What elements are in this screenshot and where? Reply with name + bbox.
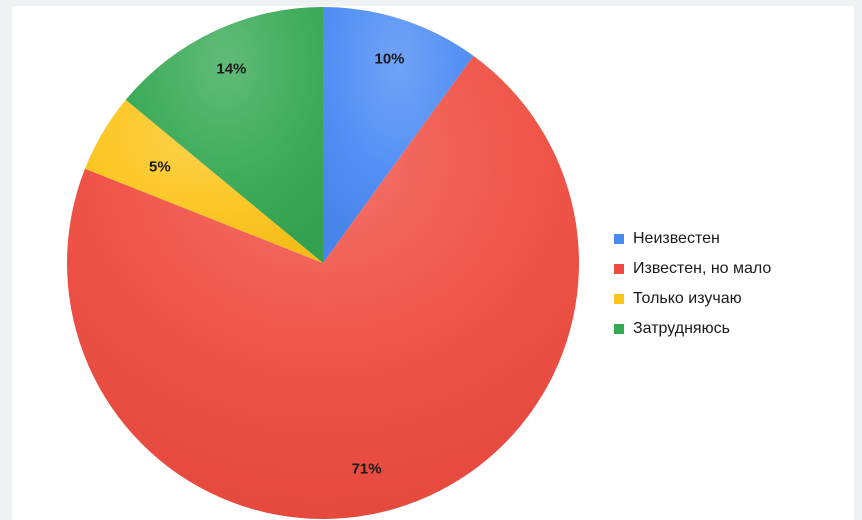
- legend-swatch-unknown: [614, 234, 624, 244]
- legend-swatch-studying: [614, 294, 624, 304]
- legend-item-studying: Только изучаю: [614, 284, 771, 314]
- legend-swatch-unsure: [614, 324, 624, 334]
- slice-label-unsure: 14%: [216, 60, 246, 77]
- legend-item-unknown: Неизвестен: [614, 224, 771, 254]
- legend-label: Только изучаю: [633, 290, 742, 307]
- slice-label-unknown: 10%: [374, 51, 404, 68]
- pie-slice-shade-known-little: [67, 55, 580, 520]
- legend-swatch-known-little: [614, 264, 624, 274]
- chart-legend: Неизвестен Известен, но мало Только изуч…: [614, 224, 771, 344]
- slice-label-known-little: 71%: [352, 460, 382, 477]
- pie-slice-shade-studying: [84, 99, 323, 263]
- legend-label: Затрудняюсь: [633, 320, 730, 337]
- legend-item-known-little: Известен, но мало: [614, 254, 771, 284]
- pie-slice-shade-unsure: [125, 7, 323, 263]
- pie-slice-shade-unknown: [323, 7, 474, 263]
- slice-label-studying: 5%: [149, 159, 171, 176]
- legend-item-unsure: Затрудняюсь: [614, 314, 771, 344]
- legend-label: Известен, но мало: [633, 260, 772, 277]
- legend-label: Неизвестен: [633, 230, 720, 247]
